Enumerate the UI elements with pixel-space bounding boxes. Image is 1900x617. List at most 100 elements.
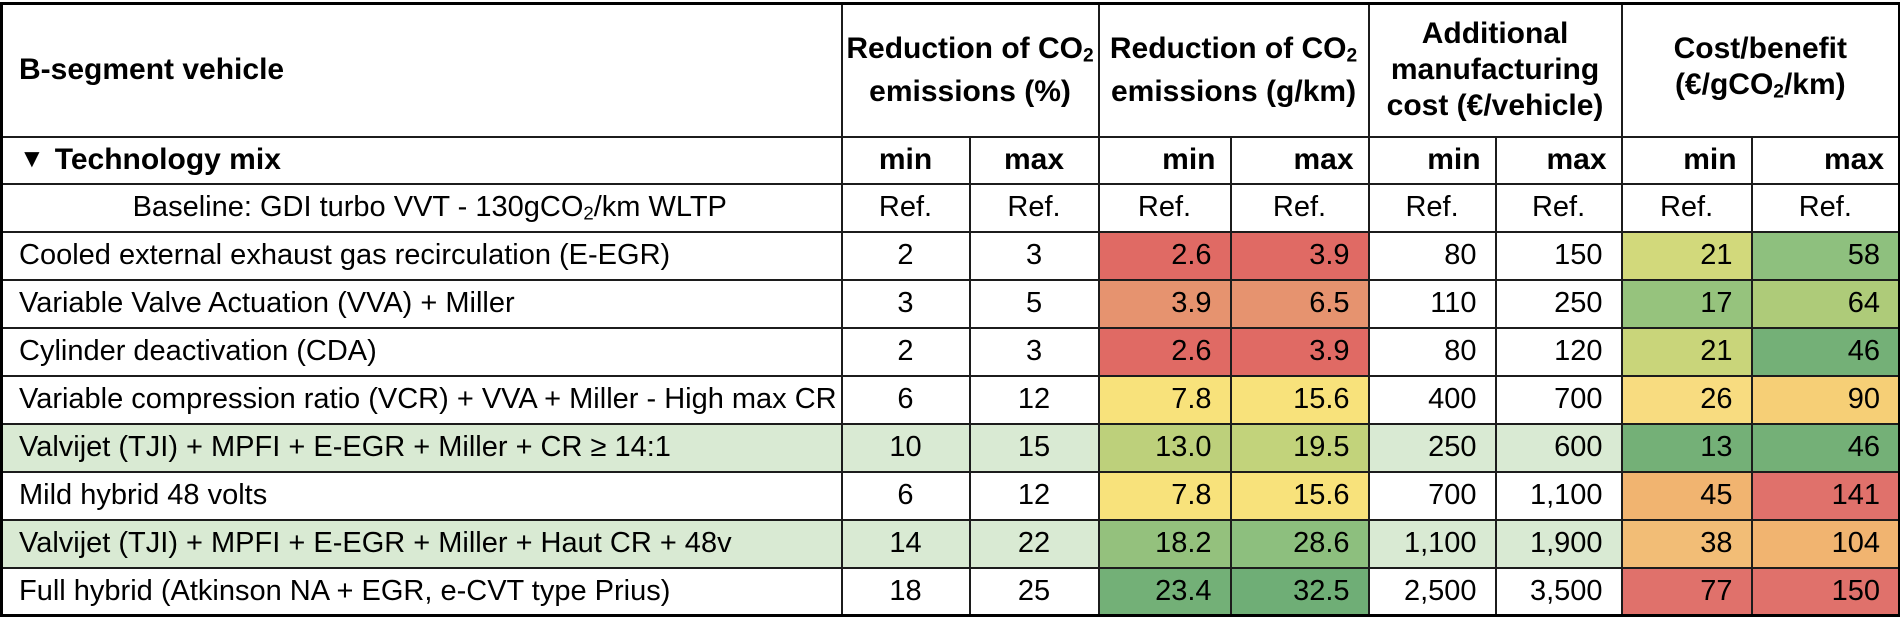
value-cell-colored: 46 xyxy=(1750,326,1900,377)
table-row-baseline: Baseline: GDI turbo VVT - 130gCO2/km WLT… xyxy=(0,182,1900,233)
value-cell: Ref. xyxy=(1494,182,1623,233)
value-cell-colored: 23.4 xyxy=(1097,566,1232,617)
value-cell: Ref. xyxy=(1620,182,1753,233)
table-row: Variable compression ratio (VCR) + VVA +… xyxy=(0,374,1900,425)
value-cell-colored: 45 xyxy=(1620,470,1753,521)
subheader-max: max xyxy=(968,135,1100,185)
subheader-max: max xyxy=(1229,135,1370,185)
subscript: 2 xyxy=(1346,44,1358,66)
value-cell-colored: 7.8 xyxy=(1097,470,1232,521)
value-cell-colored: 2.6 xyxy=(1097,326,1232,377)
table-row: Full hybrid (Atkinson NA + EGR, e-CVT ty… xyxy=(0,566,1900,617)
value-cell: Ref. xyxy=(968,182,1100,233)
row-label: Valvijet (TJI) + MPFI + E-EGR + Miller +… xyxy=(0,422,843,473)
subheader-min: min xyxy=(1367,135,1497,185)
value-cell: 80 xyxy=(1367,326,1497,377)
row-label: Variable Valve Actuation (VVA) + Miller xyxy=(0,278,843,329)
value-cell: 110 xyxy=(1367,278,1497,329)
value-cell-colored: 18.2 xyxy=(1097,518,1232,569)
technology-mix-label: Technology mix xyxy=(54,143,281,176)
row-label: Full hybrid (Atkinson NA + EGR, e-CVT ty… xyxy=(0,566,843,617)
value-cell: 15 xyxy=(968,422,1100,473)
subheader-max: max xyxy=(1494,135,1623,185)
value-cell: Ref. xyxy=(1229,182,1370,233)
table-row: Cylinder deactivation (CDA) 2 3 2.6 3.9 … xyxy=(0,326,1900,377)
value-cell: 18 xyxy=(840,566,971,617)
corner-header: B-segment vehicle xyxy=(0,2,843,138)
value-cell-colored: 21 xyxy=(1620,230,1753,281)
value-cell-colored: 150 xyxy=(1750,566,1900,617)
value-cell-colored: 104 xyxy=(1750,518,1900,569)
value-cell: 3 xyxy=(968,326,1100,377)
value-cell-colored: 26 xyxy=(1620,374,1753,425)
value-cell: 6 xyxy=(840,470,971,521)
value-cell: 2,500 xyxy=(1367,566,1497,617)
value-cell-colored: 3.9 xyxy=(1229,230,1370,281)
value-cell: 600 xyxy=(1494,422,1623,473)
value-cell: 3,500 xyxy=(1494,566,1623,617)
value-cell-colored: 6.5 xyxy=(1229,278,1370,329)
table-row: Cooled external exhaust gas recirculatio… xyxy=(0,230,1900,281)
table-row-highlighted: Valvijet (TJI) + MPFI + E-EGR + Miller +… xyxy=(0,518,1900,569)
value-cell-colored: 32.5 xyxy=(1229,566,1370,617)
value-cell: 1,900 xyxy=(1494,518,1623,569)
group-header-co2-gkm: Reduction of CO2 emissions (g/km) xyxy=(1097,2,1370,138)
value-cell: 1,100 xyxy=(1494,470,1623,521)
value-cell-colored: 13 xyxy=(1620,422,1753,473)
group-header-cost: Additional manufacturing cost (€/vehicle… xyxy=(1367,2,1623,138)
value-cell: 2 xyxy=(840,230,971,281)
subheader-min: min xyxy=(1097,135,1232,185)
value-cell-colored: 7.8 xyxy=(1097,374,1232,425)
value-cell: 250 xyxy=(1494,278,1623,329)
technology-mix-toggle[interactable]: ▼ Technology mix xyxy=(0,135,843,185)
value-cell-colored: 64 xyxy=(1750,278,1900,329)
value-cell: 14 xyxy=(840,518,971,569)
value-cell-colored: 21 xyxy=(1620,326,1753,377)
value-cell: 250 xyxy=(1367,422,1497,473)
value-cell-colored: 2.6 xyxy=(1097,230,1232,281)
subheader-min: min xyxy=(840,135,971,185)
value-cell-colored: 38 xyxy=(1620,518,1753,569)
subscript: 2 xyxy=(1083,44,1094,66)
subheader-max: max xyxy=(1750,135,1900,185)
value-cell-colored: 13.0 xyxy=(1097,422,1232,473)
value-cell: 22 xyxy=(968,518,1100,569)
value-cell: Ref. xyxy=(1367,182,1497,233)
row-label: Baseline: GDI turbo VVT - 130gCO2/km WLT… xyxy=(0,182,843,233)
value-cell-colored: 15.6 xyxy=(1229,374,1370,425)
value-cell-colored: 58 xyxy=(1750,230,1900,281)
row-label: Cooled external exhaust gas recirculatio… xyxy=(0,230,843,281)
group-header-co2-pct: Reduction of CO2 emissions (%) xyxy=(840,2,1100,138)
subscript: 2 xyxy=(1773,80,1784,102)
value-cell-colored: 17 xyxy=(1620,278,1753,329)
value-cell: Ref. xyxy=(1750,182,1900,233)
value-cell: 25 xyxy=(968,566,1100,617)
subscript: 2 xyxy=(583,202,594,224)
value-cell-colored: 28.6 xyxy=(1229,518,1370,569)
value-cell: 12 xyxy=(968,470,1100,521)
value-cell: 700 xyxy=(1494,374,1623,425)
value-cell-colored: 19.5 xyxy=(1229,422,1370,473)
group-header-cost-benefit: Cost/benefit (€/gCO2/km) xyxy=(1620,2,1900,138)
table-row-highlighted: Valvijet (TJI) + MPFI + E-EGR + Miller +… xyxy=(0,422,1900,473)
collapse-triangle-icon: ▼ xyxy=(19,143,45,173)
value-cell-colored: 3.9 xyxy=(1097,278,1232,329)
header-row: B-segment vehicle Reduction of CO2 emiss… xyxy=(0,2,1900,138)
row-label: Mild hybrid 48 volts xyxy=(0,470,843,521)
row-label: Valvijet (TJI) + MPFI + E-EGR + Miller +… xyxy=(0,518,843,569)
table-row: Variable Valve Actuation (VVA) + Miller … xyxy=(0,278,1900,329)
value-cell: 2 xyxy=(840,326,971,377)
subheader-row: ▼ Technology mix min max min max min max … xyxy=(0,135,1900,185)
value-cell-colored: 46 xyxy=(1750,422,1900,473)
value-cell: Ref. xyxy=(840,182,971,233)
value-cell: 80 xyxy=(1367,230,1497,281)
row-label: Variable compression ratio (VCR) + VVA +… xyxy=(0,374,843,425)
value-cell: 12 xyxy=(968,374,1100,425)
value-cell: 700 xyxy=(1367,470,1497,521)
value-cell: 400 xyxy=(1367,374,1497,425)
value-cell: 150 xyxy=(1494,230,1623,281)
value-cell-colored: 90 xyxy=(1750,374,1900,425)
value-cell: 5 xyxy=(968,278,1100,329)
